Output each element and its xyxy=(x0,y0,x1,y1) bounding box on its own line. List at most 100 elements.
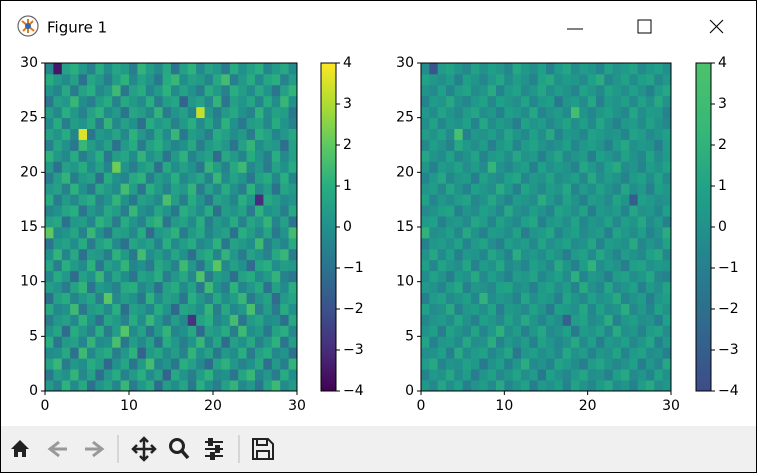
home-button[interactable] xyxy=(11,440,29,457)
heatmap-cell xyxy=(496,161,505,173)
heatmap-cell xyxy=(646,303,655,315)
heatmap-cell xyxy=(263,117,273,129)
heatmap-cell xyxy=(87,358,96,370)
heatmap-cell xyxy=(429,117,439,129)
colorbar-tick-label: −2 xyxy=(718,301,739,317)
heatmap-cell xyxy=(496,336,505,348)
heatmap-cell xyxy=(213,336,222,348)
heatmap-cell xyxy=(280,303,289,315)
heatmap-cell xyxy=(512,84,522,97)
heatmap-cell xyxy=(504,172,514,184)
heatmap-cell xyxy=(145,380,155,392)
heatmap-cell xyxy=(562,314,572,326)
heatmap-cell xyxy=(221,259,231,272)
heatmap-cell xyxy=(145,248,155,261)
heatmap-cell xyxy=(221,325,231,337)
heatmap-cell xyxy=(112,270,121,283)
heatmap-cell xyxy=(120,106,130,119)
heatmap-cell xyxy=(579,259,589,272)
maximize-button[interactable] xyxy=(637,19,652,34)
heatmap-cell xyxy=(471,314,480,326)
heatmap-cell xyxy=(53,63,63,75)
heatmap-cell xyxy=(546,270,555,283)
heatmap-cell xyxy=(271,106,281,119)
close-button[interactable] xyxy=(709,19,724,34)
heatmap-cell xyxy=(446,139,455,151)
heatmap-cell xyxy=(45,172,54,184)
heatmap-cell xyxy=(221,303,231,315)
heatmap-cell xyxy=(437,270,447,283)
heatmap-cell xyxy=(421,248,430,261)
heatmap-cell xyxy=(129,347,138,359)
back-button[interactable] xyxy=(47,440,67,458)
heatmap-cell xyxy=(571,73,580,86)
heatmap-cell xyxy=(512,106,522,119)
heatmap-cell xyxy=(471,194,480,206)
heatmap-cell xyxy=(454,205,464,217)
heatmap-cell xyxy=(137,292,147,304)
pan-button[interactable] xyxy=(131,436,157,462)
heatmap-cell xyxy=(662,128,672,140)
heatmap-cell xyxy=(112,369,121,381)
heatmap-cell xyxy=(654,369,664,381)
heatmap-cell xyxy=(137,161,147,173)
heatmap-cell xyxy=(204,259,214,272)
heatmap-cell xyxy=(112,172,121,184)
heatmap-cell xyxy=(154,194,163,206)
heatmap-cell xyxy=(471,216,480,228)
heatmap-cell xyxy=(154,369,163,381)
heatmap-cell xyxy=(204,172,214,184)
heatmap-cell xyxy=(45,270,54,283)
heatmap-cell xyxy=(145,183,155,195)
heatmap-cell xyxy=(579,347,589,359)
heatmap-cell xyxy=(171,270,180,283)
heatmap-cell xyxy=(604,117,614,129)
heatmap-cell xyxy=(437,183,447,195)
heatmap-cell xyxy=(446,314,455,326)
heatmap-cell xyxy=(255,63,264,75)
zoom-button[interactable] xyxy=(169,438,190,460)
heatmap-cell xyxy=(53,216,63,228)
heatmap-cell xyxy=(87,292,96,304)
heatmap-cell xyxy=(263,336,273,348)
heatmap-cell xyxy=(587,106,597,119)
heatmap-cell xyxy=(454,227,464,239)
heatmap-cell xyxy=(162,95,172,108)
forward-button[interactable] xyxy=(85,440,105,458)
heatmap-cell xyxy=(154,106,163,119)
heatmap-cell xyxy=(471,270,480,283)
heatmap-cell xyxy=(196,216,205,228)
heatmap-cell xyxy=(179,358,189,370)
heatmap-cell xyxy=(87,248,96,261)
heatmap-cell xyxy=(280,183,289,195)
heatmap-cell xyxy=(171,248,180,261)
heatmap-cell xyxy=(437,303,447,315)
heatmap-cell xyxy=(654,270,664,283)
heatmap-cell xyxy=(246,336,256,348)
heatmap-cell xyxy=(454,336,464,348)
heatmap-cell xyxy=(271,303,281,315)
heatmap-cell xyxy=(554,369,564,381)
heatmap-cell xyxy=(462,227,472,239)
heatmap-cell xyxy=(646,216,655,228)
save-button[interactable] xyxy=(252,438,274,460)
heatmap-cell xyxy=(554,270,564,283)
heatmap-cell xyxy=(229,84,239,97)
heatmap-cell xyxy=(53,172,63,184)
heatmap-cell xyxy=(179,216,189,228)
heatmap-cell xyxy=(521,95,530,108)
configure-button[interactable] xyxy=(205,438,223,460)
heatmap-cell xyxy=(429,106,439,119)
heatmap-cell xyxy=(537,248,547,261)
heatmap-cell xyxy=(437,172,447,184)
heatmap-cell xyxy=(496,270,505,283)
heatmap-cell xyxy=(587,347,597,359)
heatmap-cell xyxy=(70,161,79,173)
heatmap-cell xyxy=(579,128,589,140)
heatmap-cell xyxy=(179,161,189,173)
heatmap-cell xyxy=(145,227,155,239)
heatmap-cell xyxy=(471,380,480,392)
heatmap-cell xyxy=(421,281,430,293)
heatmap-cell xyxy=(95,172,105,184)
heatmap-cell xyxy=(103,106,113,119)
